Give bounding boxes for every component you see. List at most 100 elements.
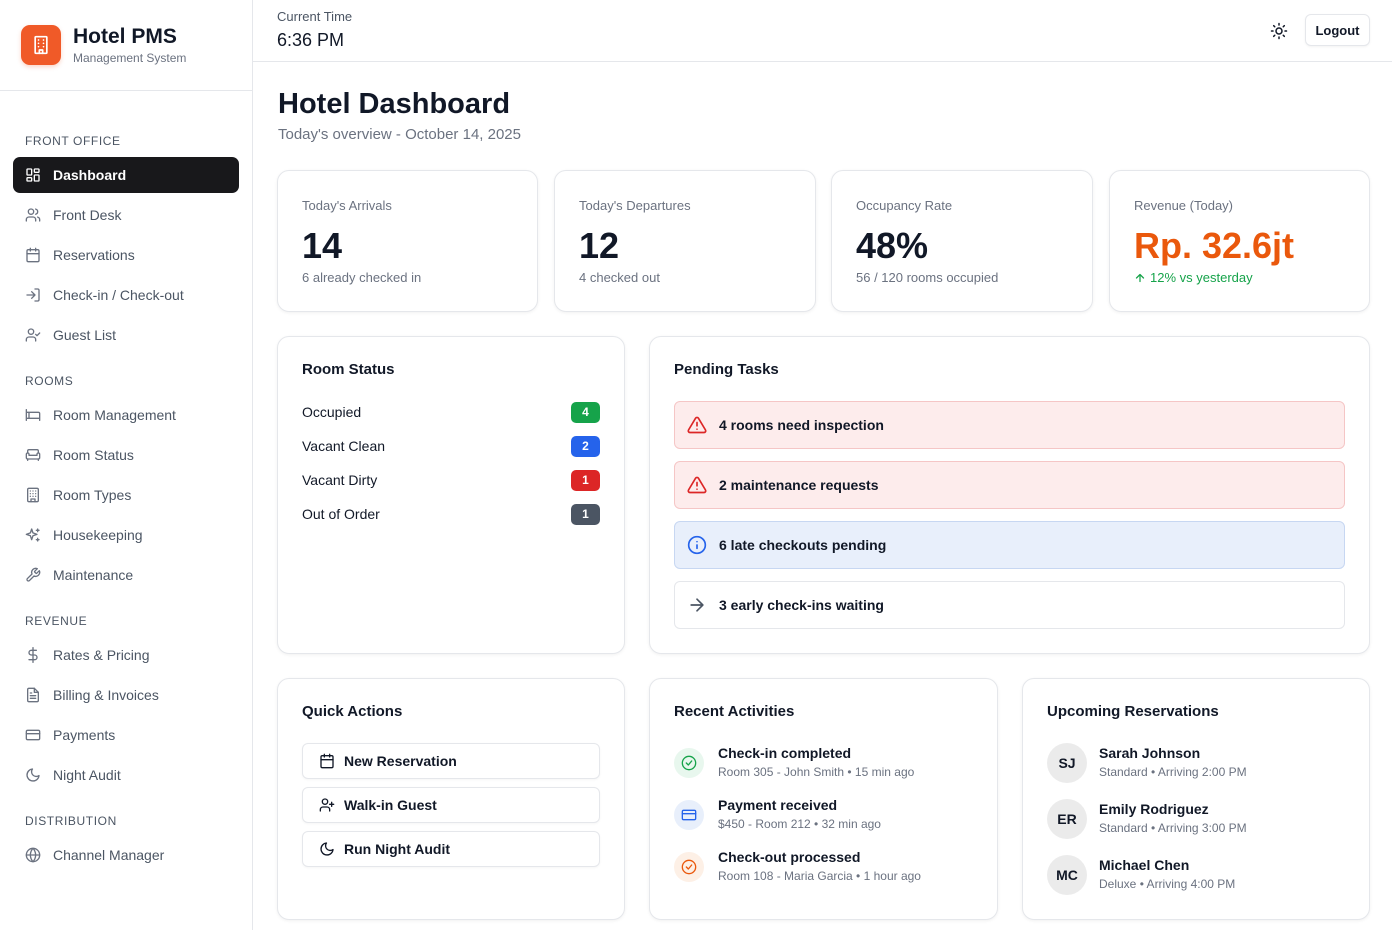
button-label: New Reservation (344, 753, 457, 769)
stat-card-occupancy: Occupancy Rate 48% 56 / 120 rooms occupi… (831, 170, 1093, 312)
moon-icon (320, 842, 334, 856)
guest-name: Sarah Johnson (1099, 745, 1201, 761)
avatar: SJ (1047, 743, 1087, 783)
sidebar-item-reservations[interactable]: Reservations (13, 237, 239, 273)
button-label: Run Night Audit (344, 841, 451, 857)
stat-sub: 6 already checked in (302, 270, 422, 285)
sidebar-item-housekeeping[interactable]: Housekeeping (13, 517, 239, 553)
wrench-icon (26, 567, 41, 582)
brand-subtitle: Management System (73, 51, 187, 65)
alert-triangle-icon (687, 416, 707, 434)
user-plus-icon (319, 798, 335, 812)
stat-sub: 56 / 120 rooms occupied (856, 270, 999, 285)
arrow-up-icon (1135, 273, 1145, 282)
theme-toggle-button[interactable] (1267, 19, 1291, 43)
stat-card-arrivals: Today's Arrivals 14 6 already checked in (277, 170, 538, 312)
stat-label: Occupancy Rate (856, 198, 953, 213)
sidebar-item-room-management[interactable]: Room Management (13, 397, 239, 433)
activity-item[interactable]: Check-out processed Room 108 - Maria Gar… (674, 849, 974, 889)
sidebar-item-label: Room Types (53, 487, 132, 503)
sidebar-item-label: Housekeeping (53, 527, 143, 543)
sidebar-item-payments[interactable]: Payments (13, 717, 239, 753)
room-status-count-badge: 4 (571, 401, 600, 423)
sidebar-item-label: Dashboard (53, 167, 127, 183)
nav-section-revenue: REVENUE (25, 614, 88, 628)
room-status-label: Vacant Dirty (302, 472, 378, 488)
sidebar-item-rates-pricing[interactable]: Rates & Pricing (13, 637, 239, 673)
card-title: Quick Actions (302, 703, 403, 720)
calendar-icon (320, 753, 334, 769)
walk-in-guest-button[interactable]: Walk-in Guest (302, 787, 600, 823)
page-title: Hotel Dashboard (278, 88, 511, 120)
sidebar-item-maintenance[interactable]: Maintenance (13, 557, 239, 593)
sidebar-item-channel-manager[interactable]: Channel Manager (13, 837, 239, 873)
stat-value: 14 (302, 225, 343, 266)
activity-item[interactable]: Check-in completed Room 305 - John Smith… (674, 745, 974, 785)
activity-item[interactable]: Payment received $450 - Room 212 • 32 mi… (674, 797, 974, 837)
sidebar: Hotel PMS Management System FRONT OFFICE… (0, 0, 253, 930)
sidebar-item-room-status[interactable]: Room Status (13, 437, 239, 473)
check-circle-icon (674, 852, 704, 882)
stat-sub: 4 checked out (579, 270, 660, 285)
user-check-icon (25, 328, 41, 342)
brand[interactable]: Hotel PMS Management System (0, 0, 252, 91)
stat-card-departures: Today's Departures 12 4 checked out (554, 170, 816, 312)
activity-subtitle: Room 108 - Maria Garcia • 1 hour ago (718, 869, 921, 883)
nav-section-rooms: ROOMS (25, 374, 74, 388)
sidebar-item-label: Billing & Invoices (53, 687, 159, 703)
pending-task-item[interactable]: 6 late checkouts pending (674, 521, 1345, 569)
reservation-details: Deluxe • Arriving 4:00 PM (1099, 877, 1236, 891)
sidebar-item-check-in-check-out[interactable]: Check-in / Check-out (13, 277, 239, 313)
pending-task-label: 4 rooms need inspection (719, 417, 884, 433)
sidebar-item-night-audit[interactable]: Night Audit (13, 757, 239, 793)
credit-card-icon (25, 729, 41, 741)
button-label: Walk-in Guest (344, 797, 437, 813)
file-icon (27, 687, 39, 703)
info-icon (687, 535, 707, 555)
pending-task-item[interactable]: 2 maintenance requests (674, 461, 1345, 509)
current-time-label: Current Time (277, 9, 353, 24)
top-header: Current Time 6:36 PM Logout (253, 0, 1392, 62)
guest-name: Emily Rodriguez (1099, 801, 1209, 817)
sidebar-item-billing-invoices[interactable]: Billing & Invoices (13, 677, 239, 713)
reservation-item[interactable]: MC Michael Chen Deluxe • Arriving 4:00 P… (1047, 855, 1347, 897)
stat-sub: 12% vs yesterday (1134, 270, 1253, 285)
guest-name: Michael Chen (1099, 857, 1190, 873)
stat-value: 12 (579, 225, 620, 266)
sparkles-icon (25, 528, 40, 542)
new-reservation-button[interactable]: New Reservation (302, 743, 600, 779)
brand-title: Hotel PMS (73, 25, 177, 48)
sidebar-item-front-desk[interactable]: Front Desk (13, 197, 239, 233)
sun-icon (1270, 22, 1288, 40)
room-status-row[interactable]: Occupied 4 (302, 401, 600, 423)
room-status-count-badge: 1 (571, 503, 600, 525)
pending-task-item[interactable]: 4 rooms need inspection (674, 401, 1345, 449)
activity-title: Check-in completed (718, 745, 852, 761)
dashboard-icon (26, 168, 40, 182)
nav-section-distribution: DISTRIBUTION (25, 814, 117, 828)
room-status-label: Occupied (302, 404, 362, 420)
room-status-row[interactable]: Out of Order 1 (302, 503, 600, 525)
sidebar-item-label: Rates & Pricing (53, 647, 150, 663)
sidebar-item-label: Check-in / Check-out (53, 287, 184, 303)
building-icon (27, 487, 39, 503)
sidebar-item-guest-list[interactable]: Guest List (13, 317, 239, 353)
activity-subtitle: Room 305 - John Smith • 15 min ago (718, 765, 915, 779)
room-status-row[interactable]: Vacant Dirty 1 (302, 469, 600, 491)
stat-label: Today's Departures (579, 198, 691, 213)
bed-icon (25, 409, 41, 421)
logout-button[interactable]: Logout (1305, 14, 1370, 46)
login-icon (26, 288, 40, 302)
reservation-item[interactable]: ER Emily Rodriguez Standard • Arriving 3… (1047, 799, 1347, 841)
reservation-item[interactable]: SJ Sarah Johnson Standard • Arriving 2:0… (1047, 743, 1347, 785)
current-time-value: 6:36 PM (277, 30, 345, 50)
room-status-row[interactable]: Vacant Clean 2 (302, 435, 600, 457)
activity-title: Payment received (718, 797, 838, 813)
run-night-audit-button[interactable]: Run Night Audit (302, 831, 600, 867)
sidebar-item-dashboard[interactable]: Dashboard (13, 157, 239, 193)
sidebar-item-room-types[interactable]: Room Types (13, 477, 239, 513)
room-status-card: Room Status Occupied 4 Vacant Clean 2 Va… (277, 336, 625, 654)
globe-icon (25, 847, 41, 863)
pending-task-item[interactable]: 3 early check-ins waiting (674, 581, 1345, 629)
pending-task-label: 2 maintenance requests (719, 477, 879, 493)
